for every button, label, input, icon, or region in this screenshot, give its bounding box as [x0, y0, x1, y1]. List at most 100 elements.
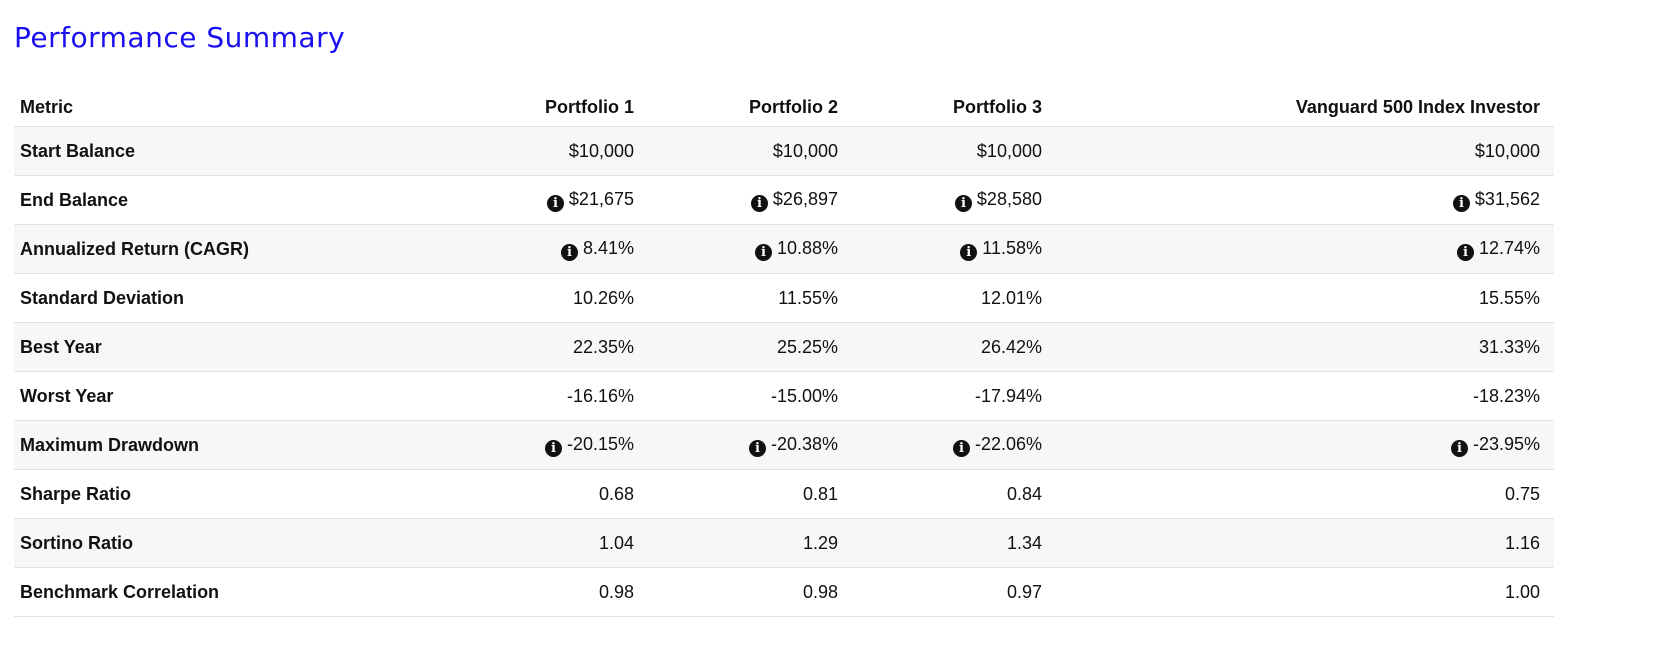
- info-circle-icon[interactable]: i: [1456, 243, 1474, 261]
- cell-portfolio-2: 0.81: [648, 469, 852, 519]
- cell-value: 0.97: [1006, 581, 1042, 602]
- metric-label: Sortino Ratio: [14, 518, 434, 568]
- page-title: Performance Summary: [14, 21, 346, 54]
- cell-value: 1.00: [1504, 581, 1540, 602]
- cell-portfolio-1: 10.26%: [434, 273, 648, 323]
- cell-portfolio-1: 0.98: [434, 567, 648, 617]
- cell-portfolio-1: $10,000: [434, 126, 648, 176]
- cell-benchmark: 1.16: [1056, 518, 1554, 568]
- cell-value: -17.94%: [974, 385, 1042, 406]
- info-circle-icon[interactable]: i: [560, 243, 578, 261]
- cell-benchmark: $10,000: [1056, 126, 1554, 176]
- metric-label: End Balance: [14, 175, 434, 225]
- cell-portfolio-3: -17.94%: [852, 371, 1056, 421]
- cell-portfolio-2: i 10.88%: [648, 224, 852, 274]
- cell-portfolio-3: $10,000: [852, 126, 1056, 176]
- cell-value: 1.34: [1006, 532, 1042, 553]
- cell-value: 26.42%: [980, 336, 1042, 357]
- table-body: Start Balance $10,000 $10,000 $10,000 $10,00…: [14, 126, 1554, 617]
- cell-portfolio-3: i 11.58%: [852, 224, 1056, 274]
- info-circle-icon[interactable]: i: [544, 439, 562, 457]
- cell-value: $21,675: [568, 188, 634, 209]
- cell-value: $26,897: [772, 188, 838, 209]
- metric-label: Best Year: [14, 322, 434, 372]
- header-row: Metric Portfolio 1 Portfolio 2 Portfolio…: [14, 88, 1554, 127]
- cell-value: 22.35%: [572, 336, 634, 357]
- info-circle-icon[interactable]: i: [1452, 194, 1470, 212]
- table-row: Worst Year -16.16% -15.00% -17.94% -18.23%: [14, 371, 1554, 421]
- cell-value: $28,580: [976, 188, 1042, 209]
- table-row: Benchmark Correlation 0.98 0.98 0.97 1.00: [14, 567, 1554, 617]
- cell-value: -20.15%: [566, 433, 634, 454]
- column-header-metric: Metric: [14, 88, 434, 127]
- cell-value: 11.58%: [982, 237, 1042, 258]
- cell-value: -16.16%: [566, 385, 634, 406]
- performance-summary-panel: Performance Summary Metric Portfolio 1 P…: [14, 21, 1554, 617]
- info-circle-icon[interactable]: i: [754, 243, 772, 261]
- table-row: Sharpe Ratio 0.68 0.81 0.84 0.75: [14, 469, 1554, 519]
- cell-portfolio-2: 0.98: [648, 567, 852, 617]
- cell-benchmark: 1.00: [1056, 567, 1554, 617]
- cell-value: $10,000: [1474, 140, 1540, 161]
- cell-value: 11.55%: [778, 287, 838, 308]
- table-row: Best Year 22.35% 25.25% 26.42% 31.33%: [14, 322, 1554, 372]
- column-header-portfolio-2: Portfolio 2: [648, 88, 852, 127]
- info-circle-icon[interactable]: i: [750, 194, 768, 212]
- cell-portfolio-3: 12.01%: [852, 273, 1056, 323]
- cell-value: 0.98: [598, 581, 634, 602]
- cell-portfolio-3: 0.84: [852, 469, 1056, 519]
- cell-benchmark: 0.75: [1056, 469, 1554, 519]
- info-circle-icon[interactable]: i: [952, 439, 970, 457]
- column-header-portfolio-1: Portfolio 1: [434, 88, 648, 127]
- cell-portfolio-2: $10,000: [648, 126, 852, 176]
- cell-portfolio-3: i $28,580: [852, 175, 1056, 225]
- metric-label: Maximum Drawdown: [14, 420, 434, 470]
- cell-portfolio-2: i $26,897: [648, 175, 852, 225]
- info-circle-icon[interactable]: i: [546, 194, 564, 212]
- cell-value: 15.55%: [1478, 287, 1540, 308]
- cell-portfolio-3: i -22.06%: [852, 420, 1056, 470]
- cell-portfolio-1: 1.04: [434, 518, 648, 568]
- cell-value: $10,000: [976, 140, 1042, 161]
- cell-value: 0.84: [1006, 483, 1042, 504]
- cell-value: $10,000: [568, 140, 634, 161]
- info-circle-icon[interactable]: i: [960, 243, 978, 261]
- cell-value: -20.38%: [770, 433, 838, 454]
- cell-value: 0.68: [598, 483, 634, 504]
- table-row: End Balance i $21,675 i $26,897 i $28,580 i $31,…: [14, 175, 1554, 225]
- cell-benchmark: i $31,562: [1056, 175, 1554, 225]
- cell-value: 8.41%: [582, 237, 634, 258]
- cell-value: 0.81: [802, 483, 838, 504]
- cell-portfolio-2: -15.00%: [648, 371, 852, 421]
- metric-label: Worst Year: [14, 371, 434, 421]
- cell-value: $10,000: [772, 140, 838, 161]
- cell-portfolio-1: 0.68: [434, 469, 648, 519]
- cell-value: 0.98: [802, 581, 838, 602]
- table-row: Maximum Drawdown i -20.15% i -20.38% i -22.06%…: [14, 420, 1554, 470]
- table-row: Annualized Return (CAGR) i 8.41% i 10.88% i 11…: [14, 224, 1554, 274]
- info-circle-icon[interactable]: i: [1450, 439, 1468, 457]
- performance-table: Metric Portfolio 1 Portfolio 2 Portfolio…: [14, 88, 1554, 617]
- metric-label: Annualized Return (CAGR): [14, 224, 434, 274]
- cell-value: 1.29: [802, 532, 838, 553]
- cell-portfolio-2: 11.55%: [648, 273, 852, 323]
- table-row: Standard Deviation 10.26% 11.55% 12.01% 15.5…: [14, 273, 1554, 323]
- cell-value: 0.75: [1504, 483, 1540, 504]
- metric-label: Standard Deviation: [14, 273, 434, 323]
- cell-portfolio-1: -16.16%: [434, 371, 648, 421]
- table-row: Sortino Ratio 1.04 1.29 1.34 1.16: [14, 518, 1554, 568]
- info-circle-icon[interactable]: i: [954, 194, 972, 212]
- cell-value: 31.33%: [1478, 336, 1540, 357]
- cell-value: -18.23%: [1472, 385, 1540, 406]
- info-circle-icon[interactable]: i: [748, 439, 766, 457]
- cell-benchmark: i -23.95%: [1056, 420, 1554, 470]
- cell-value: 12.74%: [1478, 237, 1540, 258]
- cell-value: 12.01%: [980, 287, 1042, 308]
- cell-portfolio-1: i $21,675: [434, 175, 648, 225]
- cell-portfolio-1: i 8.41%: [434, 224, 648, 274]
- table-header: Metric Portfolio 1 Portfolio 2 Portfolio…: [14, 88, 1554, 127]
- table-row: Start Balance $10,000 $10,000 $10,000 $10,00…: [14, 126, 1554, 176]
- cell-benchmark: i 12.74%: [1056, 224, 1554, 274]
- cell-portfolio-1: i -20.15%: [434, 420, 648, 470]
- cell-portfolio-1: 22.35%: [434, 322, 648, 372]
